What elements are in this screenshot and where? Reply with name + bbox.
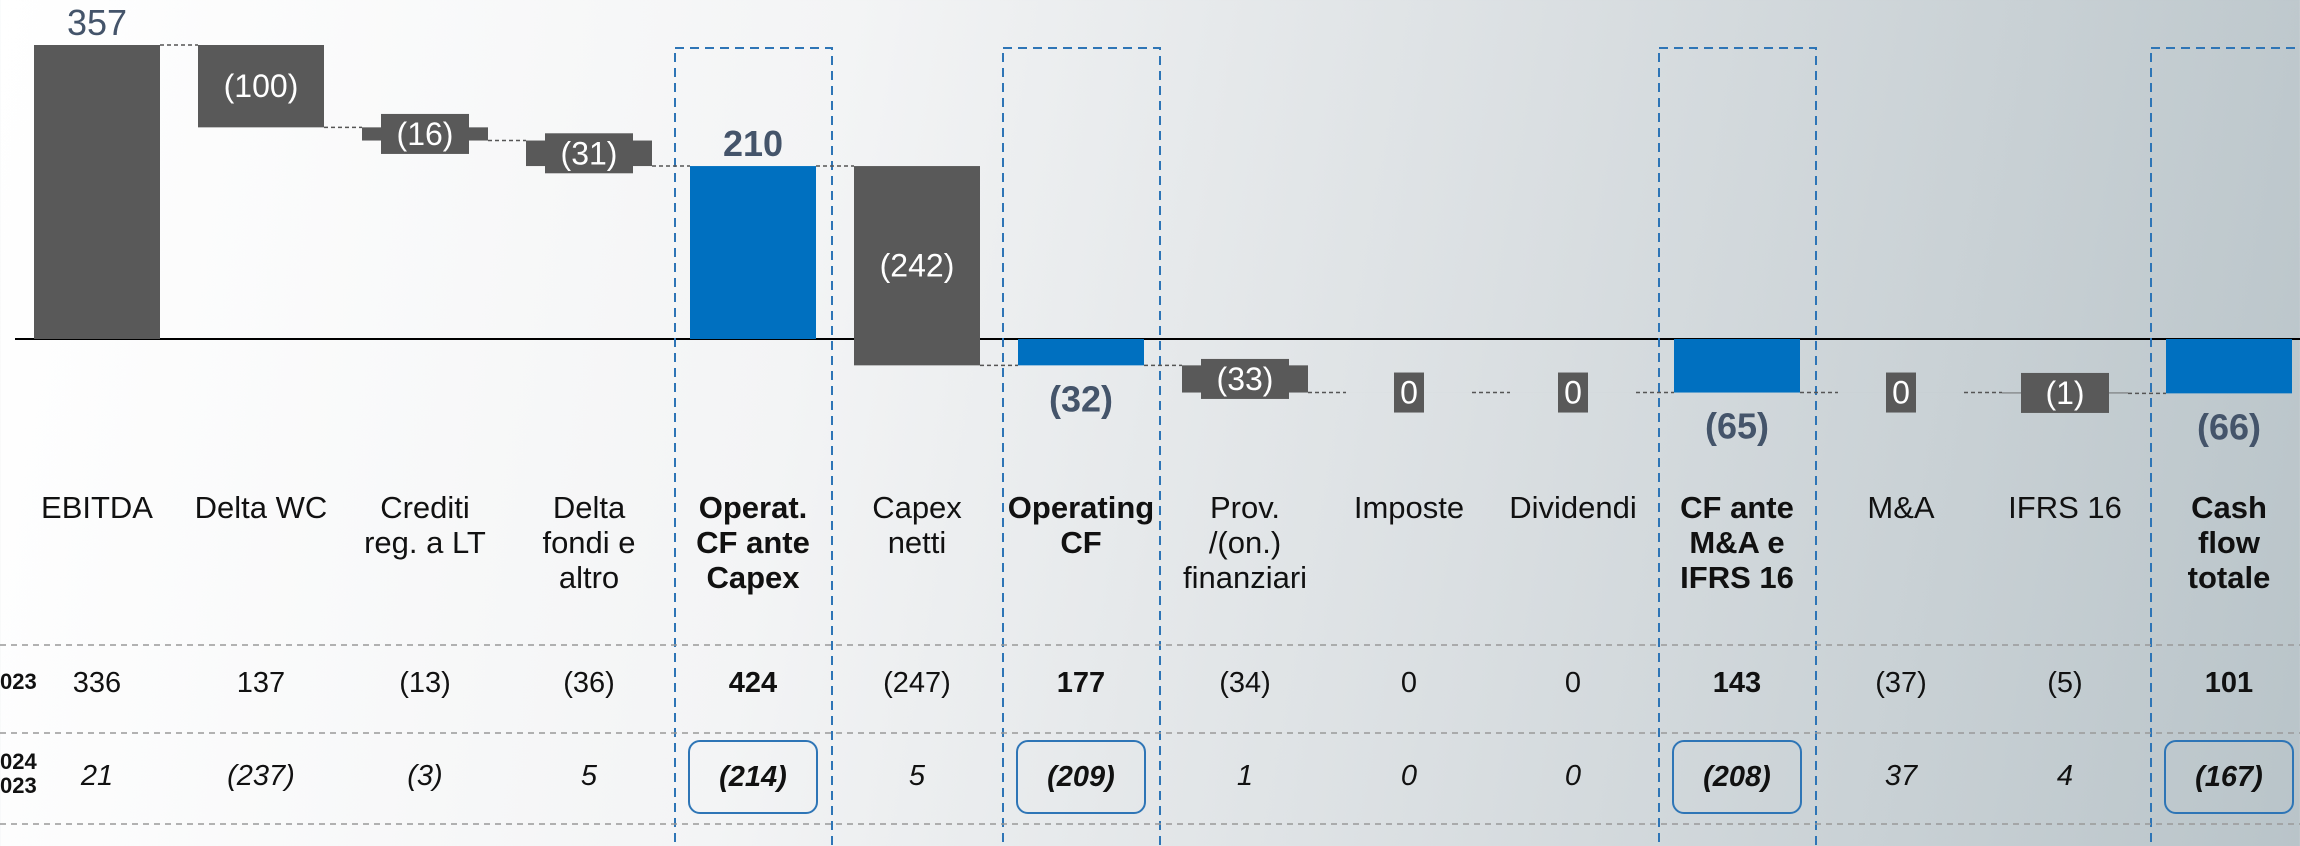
category-label: Dividendi bbox=[1509, 490, 1637, 525]
total-bar bbox=[2166, 339, 2292, 394]
value-label: 357 bbox=[67, 2, 127, 43]
step-bar bbox=[34, 45, 160, 339]
label-box bbox=[381, 113, 469, 154]
table-cell: 37 bbox=[1884, 760, 1918, 792]
table-cell: 4 bbox=[2056, 760, 2074, 792]
total-bar bbox=[1674, 339, 1800, 393]
value-label: (16) bbox=[397, 116, 454, 152]
table-cell: (13) bbox=[399, 667, 451, 699]
value-label: (32) bbox=[1049, 378, 1113, 419]
table-cell: (34) bbox=[1219, 667, 1271, 699]
category-label: Prov. /(on.) finanziari bbox=[1182, 490, 1308, 595]
value-label: (65) bbox=[1705, 406, 1769, 447]
table-cell: (167) bbox=[2164, 740, 2294, 814]
table-cell: 5 bbox=[908, 760, 926, 792]
table-cell: (3) bbox=[407, 760, 443, 792]
category-label: M&A bbox=[1867, 490, 1935, 525]
table-cell: 137 bbox=[236, 667, 286, 699]
table-cell: 101 bbox=[2204, 667, 2254, 699]
table-cell: 143 bbox=[1712, 667, 1762, 699]
category-label: IFRS 16 bbox=[2008, 490, 2122, 525]
category-label: CF ante M&A e IFRS 16 bbox=[1680, 490, 1794, 595]
total-bar bbox=[1018, 339, 1144, 366]
label-box bbox=[2021, 372, 2109, 413]
value-label: 0 bbox=[1892, 375, 1910, 411]
value-label: 0 bbox=[1400, 375, 1418, 411]
category-label: Delta WC bbox=[194, 490, 328, 525]
label-box bbox=[1558, 372, 1588, 413]
table-cell: (247) bbox=[883, 667, 951, 699]
table-cell: 5 bbox=[580, 760, 598, 792]
category-label: Imposte bbox=[1353, 490, 1465, 525]
value-label: (1) bbox=[2045, 375, 2084, 411]
table-cell: 1 bbox=[1236, 760, 1254, 792]
table-cell: 21 bbox=[80, 760, 114, 792]
table-cell: 0 bbox=[1564, 667, 1582, 699]
category-label: EBITDA bbox=[41, 490, 153, 525]
table-cell: (37) bbox=[1875, 667, 1927, 699]
table-cell: 0 bbox=[1400, 760, 1418, 792]
value-label: (100) bbox=[224, 68, 299, 104]
table-cell: (36) bbox=[563, 667, 615, 699]
category-label: Delta fondi e altro bbox=[542, 490, 636, 595]
value-label: (242) bbox=[880, 248, 955, 284]
row-label: 024 023 bbox=[0, 749, 37, 798]
category-label: Operat. CF ante Capex bbox=[696, 490, 810, 595]
label-box bbox=[1886, 372, 1916, 413]
value-label: (33) bbox=[1217, 361, 1274, 397]
category-label: Operating CF bbox=[1007, 490, 1155, 560]
table-cell: (214) bbox=[688, 740, 818, 814]
step-bar bbox=[854, 166, 980, 366]
table-cell: 336 bbox=[72, 667, 122, 699]
table-cell: 424 bbox=[728, 667, 778, 699]
category-label: Cash flow totale bbox=[2187, 490, 2271, 595]
table-cell: (208) bbox=[1672, 740, 1802, 814]
table-cell: 0 bbox=[1564, 760, 1582, 792]
row-label: 023 bbox=[0, 669, 37, 694]
label-box bbox=[545, 133, 633, 174]
step-bar bbox=[198, 45, 324, 128]
table-cell: 177 bbox=[1056, 667, 1106, 699]
label-box bbox=[1201, 358, 1289, 399]
total-highlight bbox=[1658, 47, 1817, 846]
total-bar bbox=[690, 166, 816, 339]
total-highlight bbox=[674, 47, 833, 846]
table-cell: 0 bbox=[1400, 667, 1418, 699]
total-highlight bbox=[2150, 47, 2300, 846]
value-label: (66) bbox=[2197, 406, 2261, 447]
value-label: 0 bbox=[1564, 375, 1582, 411]
total-highlight bbox=[1002, 47, 1161, 846]
value-label: 210 bbox=[723, 123, 783, 164]
table-cell: (5) bbox=[2047, 667, 2083, 699]
category-label: Capex netti bbox=[872, 490, 962, 560]
table-cell: (209) bbox=[1016, 740, 1146, 814]
category-label: Crediti reg. a LT bbox=[364, 490, 486, 560]
table-cell: (237) bbox=[227, 760, 295, 792]
label-box bbox=[1394, 372, 1424, 413]
value-label: (31) bbox=[561, 135, 618, 171]
